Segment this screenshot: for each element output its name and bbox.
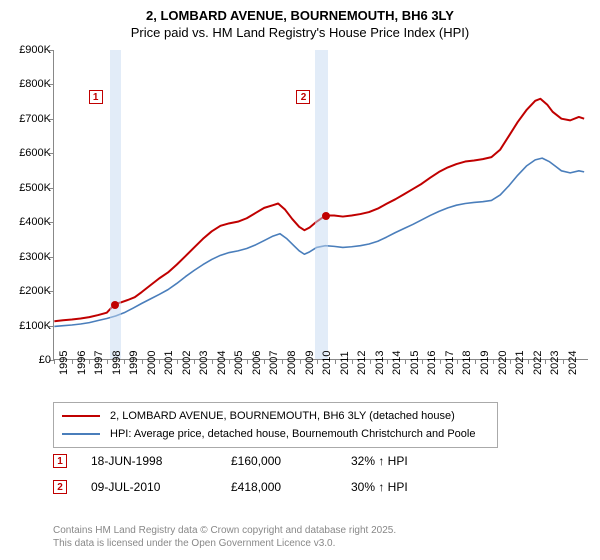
sale-row: 2 09-JUL-2010 £418,000 30% ↑ HPI — [53, 474, 408, 500]
x-axis-label: 2007 — [268, 351, 280, 375]
x-axis-label: 2006 — [251, 351, 263, 375]
chart-container: 2, LOMBARD AVENUE, BOURNEMOUTH, BH6 3LY … — [0, 0, 600, 560]
title-address: 2, LOMBARD AVENUE, BOURNEMOUTH, BH6 3LY — [10, 8, 590, 23]
sale-row: 1 18-JUN-1998 £160,000 32% ↑ HPI — [53, 448, 408, 474]
x-axis-label: 2004 — [216, 351, 228, 375]
sale-point-icon — [322, 212, 330, 220]
x-axis-label: 2023 — [549, 351, 561, 375]
y-axis-label: £800K — [7, 78, 51, 90]
y-axis-label: £200K — [7, 285, 51, 297]
x-axis-label: 2012 — [356, 351, 368, 375]
sale-date: 18-JUN-1998 — [91, 454, 231, 468]
chart-area: 1995 1996 1997 1998 1999 2000 2001 2002 2003 2004… — [7, 50, 593, 390]
legend-label: HPI: Average price, detached house, Bour… — [110, 428, 475, 440]
x-axis-label: 2010 — [321, 351, 333, 375]
shaded-band — [315, 50, 327, 359]
x-axis-label: 2011 — [339, 351, 351, 375]
sales-list: 1 18-JUN-1998 £160,000 32% ↑ HPI 2 09-JU… — [53, 448, 408, 500]
legend-label: 2, LOMBARD AVENUE, BOURNEMOUTH, BH6 3LY … — [110, 410, 455, 422]
x-axis-label: 2018 — [461, 351, 473, 375]
chart-marker-2: 2 — [296, 90, 310, 104]
x-axis-label: 1998 — [111, 351, 123, 375]
x-axis-label: 2021 — [514, 351, 526, 375]
legend-item: HPI: Average price, detached house, Bour… — [62, 425, 489, 443]
plot-area: 1995199619971998199920002001200220032004… — [53, 50, 588, 360]
legend-swatch — [62, 415, 100, 417]
x-axis-label: 2020 — [497, 351, 509, 375]
x-axis-label: 2017 — [444, 351, 456, 375]
sale-price: £418,000 — [231, 480, 351, 494]
x-axis-label: 2003 — [198, 351, 210, 375]
legend-item: 2, LOMBARD AVENUE, BOURNEMOUTH, BH6 3LY … — [62, 407, 489, 425]
sale-price: £160,000 — [231, 454, 351, 468]
x-axis-label: 2016 — [426, 351, 438, 375]
footer-line2: This data is licensed under the Open Gov… — [53, 537, 396, 550]
y-axis-label: £700K — [7, 113, 51, 125]
y-axis-label: £100K — [7, 320, 51, 332]
legend-swatch — [62, 433, 100, 435]
x-axis-label: 2015 — [409, 351, 421, 375]
y-axis-label: £400K — [7, 216, 51, 228]
x-axis-label: 2000 — [146, 351, 158, 375]
x-axis-label: 2019 — [479, 351, 491, 375]
legend: 2, LOMBARD AVENUE, BOURNEMOUTH, BH6 3LY … — [53, 402, 498, 448]
sale-marker-icon: 1 — [53, 454, 67, 468]
y-axis-label: £300K — [7, 251, 51, 263]
x-axis-label: 2022 — [532, 351, 544, 375]
y-axis-label: £900K — [7, 44, 51, 56]
shaded-band — [110, 50, 121, 359]
sale-date: 09-JUL-2010 — [91, 480, 231, 494]
title-block: 2, LOMBARD AVENUE, BOURNEMOUTH, BH6 3LY … — [0, 0, 600, 44]
sale-point-icon — [111, 301, 119, 309]
x-axis-label: 2024 — [567, 351, 579, 375]
x-axis-label: 2009 — [304, 351, 316, 375]
y-axis-label: £0 — [7, 354, 51, 366]
x-axis-label: 1997 — [93, 351, 105, 375]
x-axis-label: 1999 — [128, 351, 140, 375]
x-axis-label: 1996 — [76, 351, 88, 375]
x-axis-label: 1995 — [58, 351, 70, 375]
y-axis-label: £600K — [7, 147, 51, 159]
x-axis-label: 2002 — [181, 351, 193, 375]
chart-marker-1: 1 — [89, 90, 103, 104]
sale-marker-icon: 2 — [53, 480, 67, 494]
x-axis-label: 2014 — [391, 351, 403, 375]
footer-attribution: Contains HM Land Registry data © Crown c… — [53, 524, 396, 550]
title-subtitle: Price paid vs. HM Land Registry's House … — [10, 25, 590, 40]
x-axis-label: 2001 — [163, 351, 175, 375]
footer-line1: Contains HM Land Registry data © Crown c… — [53, 524, 396, 537]
x-axis-label: 2013 — [374, 351, 386, 375]
x-axis-label: 2008 — [286, 351, 298, 375]
y-axis-label: £500K — [7, 182, 51, 194]
sale-delta: 30% ↑ HPI — [351, 480, 408, 494]
sale-delta: 32% ↑ HPI — [351, 454, 408, 468]
x-axis-label: 2005 — [233, 351, 245, 375]
